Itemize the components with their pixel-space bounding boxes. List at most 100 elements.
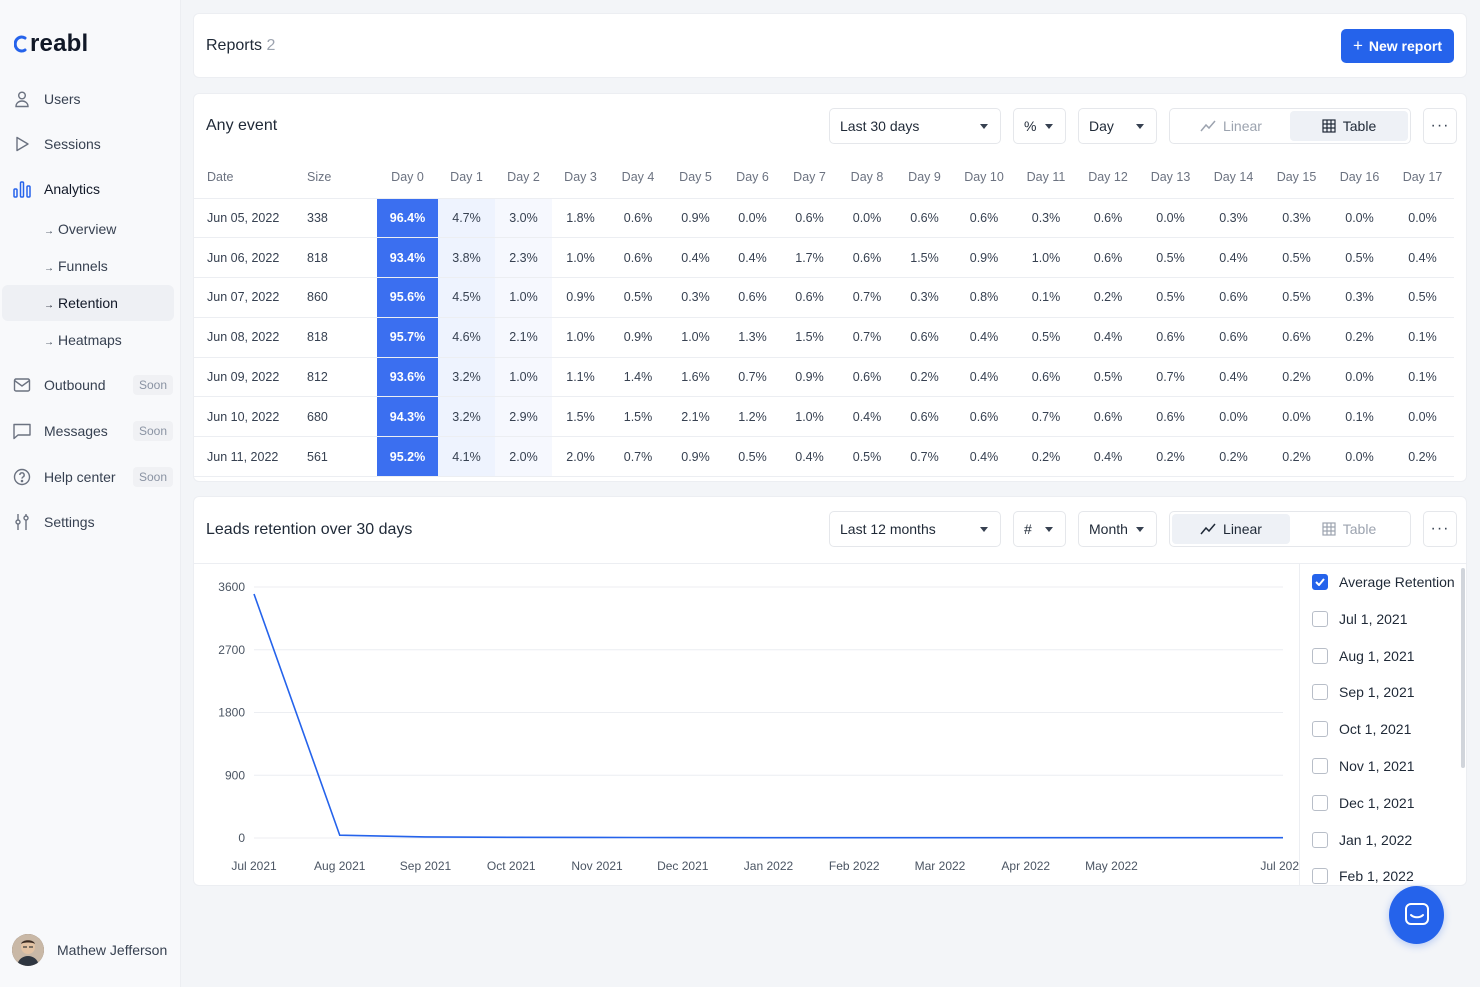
more-options-button[interactable]: ··· [1423,511,1457,547]
legend-item[interactable]: Average Retention [1312,572,1455,592]
legend-item[interactable]: Sep 1, 2021 [1312,682,1415,702]
period-select[interactable]: Day [1078,108,1157,144]
table-cell: 0.7% [838,277,896,318]
table-cell: 1.0% [495,357,552,398]
table-cell: 1.6% [667,357,724,398]
table-cell: 812 [294,357,377,398]
checkbox-icon[interactable] [1312,647,1328,664]
table-cell: 1.5% [781,317,838,358]
legend-item[interactable]: Jan 1, 2022 [1312,830,1412,850]
checkbox-icon[interactable] [1312,794,1328,811]
retention-label: Retention [58,295,118,311]
message-icon [12,421,32,441]
view-table-button[interactable]: Table [1290,514,1408,544]
legend-scrollbar[interactable] [1461,568,1465,768]
period-select[interactable]: Month [1078,511,1157,547]
table-cell: 0.6% [1202,277,1265,318]
sidebar-item-help-center[interactable]: Help center Soon [0,459,181,495]
table-cell: 0.5% [1139,277,1202,318]
date-range-value: Last 30 days [840,118,920,134]
table-cell: 3.8% [438,237,495,279]
table-cell: 0.4% [953,436,1015,478]
table-cell: 0.7% [896,436,953,478]
sidebar-item-settings[interactable]: Settings [0,504,181,540]
legend-item[interactable]: Aug 1, 2021 [1312,646,1415,666]
table-cell: Jun 11, 2022 [194,436,294,478]
chart-legend: Average Retention Jul 1, 2021 Aug 1, 2021 S… [1299,563,1466,885]
column-header: Day 3 [552,156,609,199]
table-cell: 0.0% [1202,396,1265,438]
series-line[interactable] [253,593,1283,839]
more-options-button[interactable]: ··· [1423,108,1457,144]
line-chart-icon [1200,120,1216,132]
checkbox-icon[interactable] [1312,868,1328,885]
legend-item[interactable]: Nov 1, 2021 [1312,756,1415,776]
table-row: Jun 08, 2022 818 95.7% 4.6% 2.1% 1.0% 0.9% 1.0%… [194,317,1454,358]
table-cell: 1.5% [896,237,953,279]
table-cell: 0.1% [1015,277,1077,318]
chat-icon [1404,903,1429,925]
legend-item[interactable]: Feb 1, 2022 [1312,866,1414,885]
sidebar-subitem-overview[interactable]: → Overview [2,211,174,247]
sidebar-item-messages[interactable]: Messages Soon [0,413,181,449]
more-icon: ··· [1430,520,1450,537]
table-cell: 0.5% [1265,237,1328,279]
table-row: Jun 05, 2022 338 96.4% 4.7% 3.0% 1.8% 0.6% 0.9%… [194,198,1454,239]
table-cell: Jun 07, 2022 [194,277,294,318]
caret-down-icon [1136,124,1144,129]
table-cell: 0.4% [953,357,1015,398]
table-cell: 1.0% [1015,237,1077,279]
column-header: Day 12 [1077,156,1139,199]
table-cell: 2.1% [495,317,552,358]
checkbox-checked-icon[interactable] [1312,574,1328,590]
period-value: Day [1089,118,1114,134]
table-cell: 95.6% [377,277,438,318]
table-cell: Jun 09, 2022 [194,357,294,398]
checkbox-icon[interactable] [1312,610,1328,627]
new-report-button[interactable]: + New report [1340,29,1454,63]
view-linear-button[interactable]: Linear [1172,111,1290,141]
table-cell: 0.4% [838,396,896,438]
column-header: Date [194,156,294,199]
table-cell: 0.6% [724,277,781,318]
sidebar-item-outbound[interactable]: Outbound Soon [0,367,181,403]
sidebar-item-users[interactable]: Users [0,81,181,117]
legend-label: Jan 1, 2022 [1339,831,1413,848]
table-cell: 0.6% [609,237,667,279]
chart-svg: 0 900 1800 2700 3600 Jul 2021 Aug 2021 Sep 2021… [218,580,1306,873]
sidebar-subitem-heatmaps[interactable]: → Heatmaps [2,322,174,358]
column-header: Size [294,156,377,199]
legend-item[interactable]: Dec 1, 2021 [1312,793,1415,813]
sidebar-item-analytics[interactable]: Analytics [0,171,181,207]
checkbox-icon[interactable] [1312,758,1328,774]
date-range-select[interactable]: Last 12 months [829,511,1001,547]
view-table-button[interactable]: Table [1290,111,1408,141]
table-cell: 93.6% [377,357,438,398]
checkbox-icon[interactable] [1312,831,1328,848]
table-cell: 3.2% [438,396,495,438]
checkbox-icon[interactable] [1312,684,1328,701]
table-cell: 0.2% [1077,277,1139,318]
table-cell: Jun 06, 2022 [194,237,294,279]
user-profile[interactable]: Mathew Jefferson [12,934,167,966]
table-row: Jun 07, 2022 860 95.6% 4.5% 1.0% 0.9% 0.5% 0.3%… [194,277,1454,318]
sidebar-subitem-retention[interactable]: → Retention [2,285,174,321]
date-range-select[interactable]: Last 30 days [829,108,1001,144]
unit-select[interactable]: # [1013,511,1066,547]
chat-launcher-button[interactable] [1389,886,1444,944]
table-cell: 0.4% [1202,237,1265,279]
table-cell: 1.8% [552,198,609,239]
checkbox-icon[interactable] [1312,721,1328,738]
view-linear-button[interactable]: Linear [1172,514,1290,544]
x-tick-label: Apr 2022 [1001,859,1050,873]
table-cell: 0.1% [1328,396,1391,438]
play-icon [12,134,32,154]
legend-item[interactable]: Jul 1, 2021 [1312,609,1408,629]
legend-item[interactable]: Oct 1, 2021 [1312,719,1411,739]
sidebar-subitem-funnels[interactable]: → Funnels [2,248,174,284]
table-cell: 0.9% [667,198,724,239]
sidebar-item-sessions[interactable]: Sessions [0,126,181,162]
unit-select[interactable]: % [1013,108,1066,144]
brand-logo[interactable]: reabl [14,30,88,58]
sidebar-item-label: Help center [44,469,116,485]
